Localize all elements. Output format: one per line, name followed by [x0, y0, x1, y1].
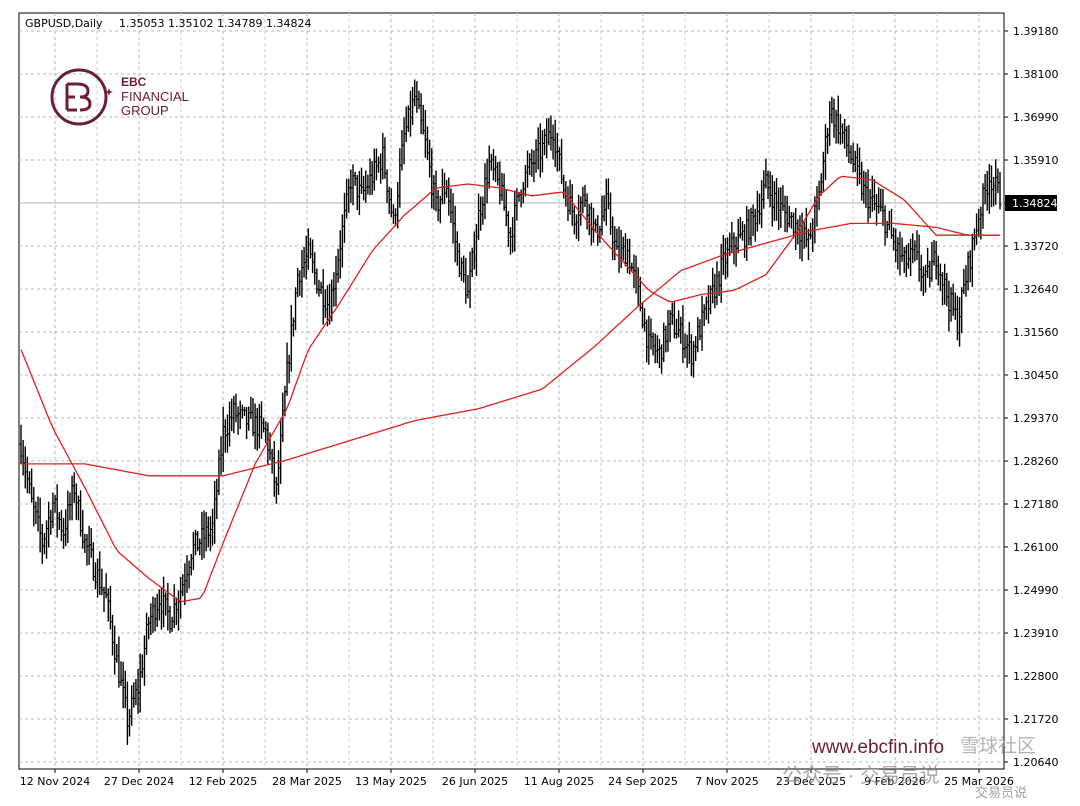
grid: [19, 13, 1004, 769]
logo-monogram-icon: [65, 82, 92, 112]
x-tick-label: 7 Nov 2025: [695, 775, 758, 788]
x-tick-label: 27 Dec 2024: [104, 775, 174, 788]
logo-star-icon: [105, 88, 113, 96]
watermark: www.ebcfin.info 公众号 · 交易员说 雪球社区 交易员说: [782, 735, 1036, 800]
ma-short-line: [20, 175, 1000, 603]
watermark-overlay-1: 公众号 · 交易员说: [782, 764, 940, 787]
x-tick-label: 13 May 2025: [355, 775, 427, 788]
y-tick-label: 1.39180: [1013, 25, 1059, 38]
y-tick-label: 1.33720: [1013, 240, 1059, 253]
ebc-logo: EBC FINANCIAL GROUP: [50, 68, 189, 126]
ma-long-line: [21, 222, 1000, 477]
logo-circle-icon: [50, 68, 108, 126]
y-tick-label: 1.38100: [1013, 68, 1059, 81]
y-tick-label: 1.26100: [1013, 541, 1059, 554]
plot-background: [18, 12, 1005, 770]
x-tick-label: 23 Dec 2025: [776, 775, 846, 788]
price-label-box: [1005, 195, 1057, 211]
x-tick-label: 25 Mar 2026: [944, 775, 1014, 788]
watermark-url: www.ebcfin.info: [811, 737, 944, 758]
x-tick-label: 24 Sep 2025: [608, 775, 678, 788]
x-axis: 12 Nov 2024 27 Dec 2024 12 Feb 2025 28 Mar …: [20, 769, 1014, 788]
y-tick-label: 1.35910: [1013, 154, 1059, 167]
watermark-overlay-2: 雪球社区: [960, 735, 1036, 757]
ohlc-bars: [19, 79, 1002, 745]
y-tick-label: 1.36990: [1013, 111, 1059, 124]
y-tick-label: 1.20640: [1013, 756, 1059, 769]
price-label: 1.34824: [1012, 197, 1058, 210]
logo-line2: FINANCIAL: [121, 89, 189, 104]
x-tick-label: 9 Feb 2026: [864, 775, 925, 788]
y-tick-label: 1.31560: [1013, 326, 1059, 339]
x-tick-label: 26 Jun 2025: [442, 775, 508, 788]
y-tick-label: 1.22800: [1013, 670, 1059, 683]
y-tick-label: 1.24990: [1013, 584, 1059, 597]
x-tick-label: 12 Nov 2024: [20, 775, 90, 788]
y-tick-label: 1.27180: [1013, 498, 1059, 511]
y-tick-label: 1.32640: [1013, 283, 1059, 296]
logo-line3: GROUP: [121, 103, 169, 118]
symbol-label: GBPUSD,Daily: [25, 17, 103, 30]
y-tick-label: 1.30450: [1013, 369, 1059, 382]
x-tick-label: 12 Feb 2025: [189, 775, 257, 788]
x-tick-label: 28 Mar 2025: [272, 775, 342, 788]
y-axis: 1.39180 1.38100 1.36990 1.35910 1.34824 1.337…: [1004, 25, 1059, 769]
y-tick-label: 1.21720: [1013, 713, 1059, 726]
y-tick-label: 1.28260: [1013, 455, 1059, 468]
y-tick-label: 1.23910: [1013, 627, 1059, 640]
ohlc-values: 1.35053 1.35102 1.34789 1.34824: [119, 17, 311, 30]
moving-averages: [20, 175, 1000, 603]
x-tick-label: 11 Aug 2025: [524, 775, 594, 788]
y-tick-label: 1.29370: [1013, 412, 1059, 425]
logo-line1: EBC: [121, 75, 147, 89]
watermark-overlay-3: 交易员说: [975, 785, 1027, 800]
